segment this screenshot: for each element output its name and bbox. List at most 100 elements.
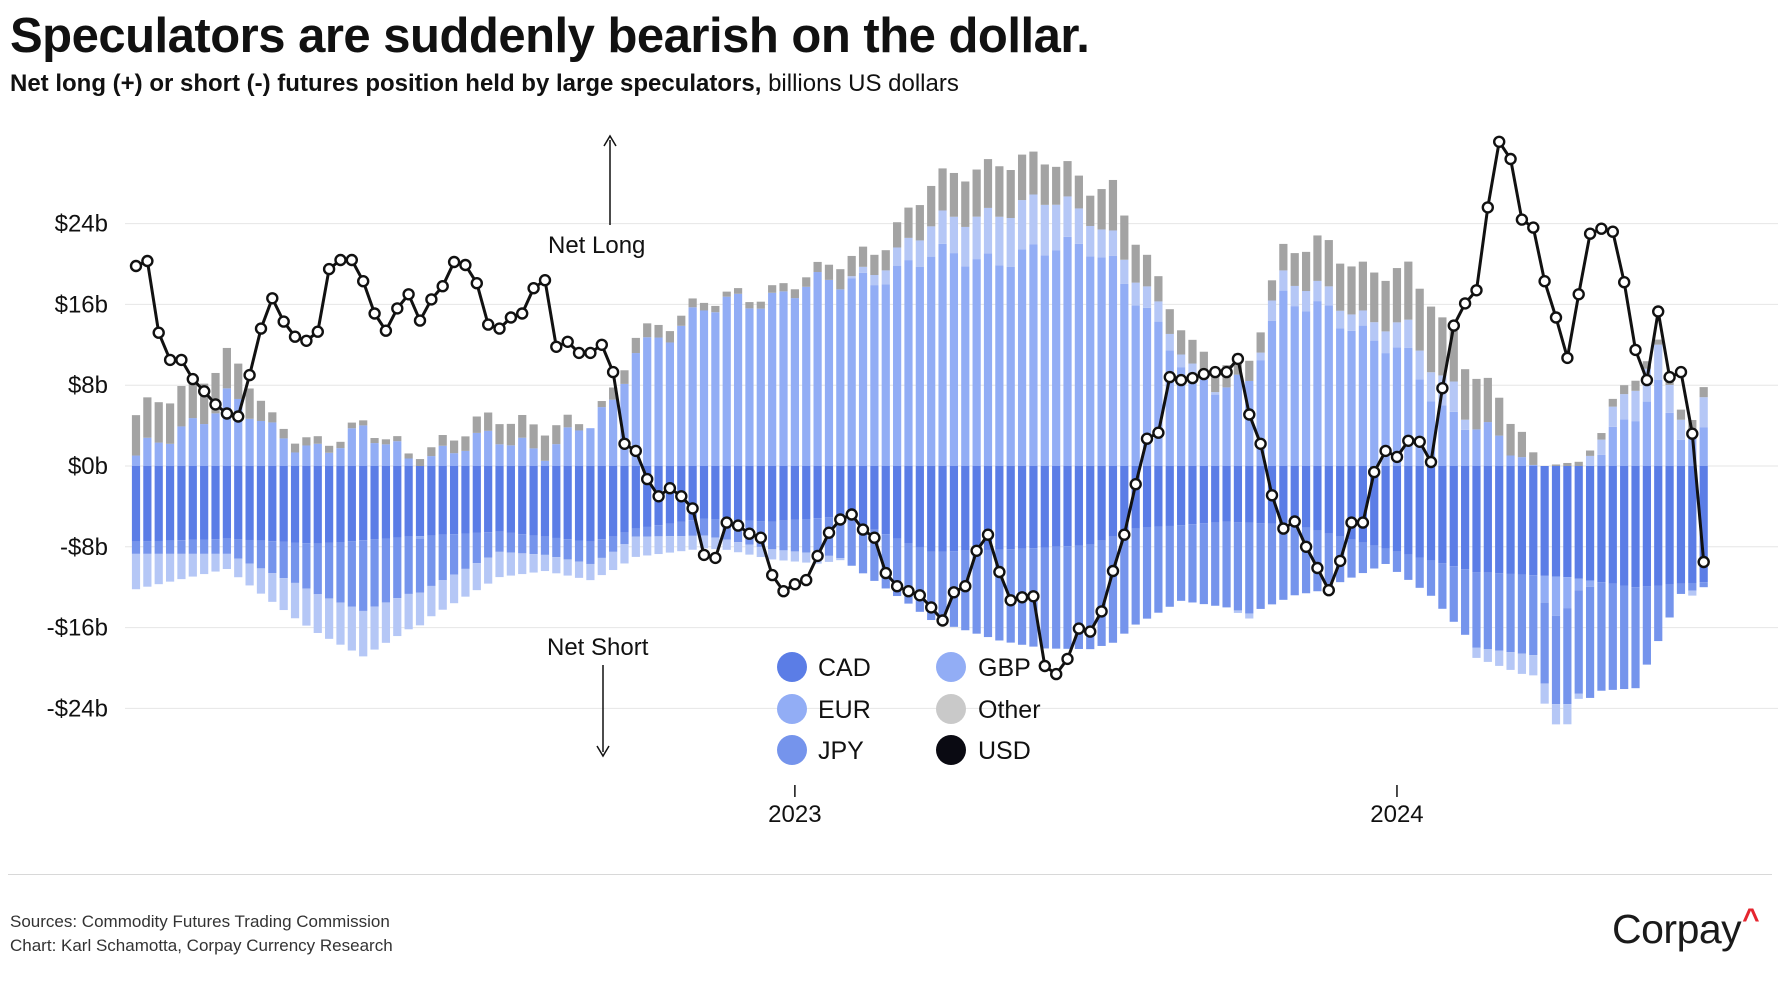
bar-eur — [1370, 340, 1379, 466]
bar-jpy — [359, 540, 368, 611]
usd-point — [1072, 622, 1086, 635]
bar-eur — [234, 398, 243, 466]
legend-label-jpy: JPY — [818, 737, 864, 765]
bar-jpy — [177, 540, 186, 554]
bar-jpy — [1631, 587, 1640, 689]
bar-cad — [1324, 466, 1333, 534]
bar-jpy — [836, 516, 845, 559]
bar-other — [563, 414, 572, 428]
bar-cad — [881, 466, 890, 535]
bar-gbp — [1665, 384, 1674, 413]
bar-eur — [177, 426, 186, 466]
bar-eur — [915, 266, 924, 466]
bar-other — [961, 181, 970, 227]
bar-gbp — [699, 535, 709, 549]
bar-eur — [1381, 353, 1390, 466]
bar-eur — [290, 452, 300, 466]
bar-other — [1551, 464, 1561, 466]
usd-point — [697, 548, 711, 562]
bar-cad — [1574, 466, 1583, 579]
bar-gbp — [745, 544, 754, 555]
bar-jpy — [313, 543, 322, 595]
bar-gbp — [495, 551, 504, 578]
bar-eur — [722, 296, 731, 466]
bar-eur — [927, 256, 936, 466]
bar-jpy — [1120, 532, 1129, 634]
annotations: Net Long Net Short — [547, 134, 649, 758]
bar-cad — [1188, 466, 1197, 525]
bar-other — [1279, 243, 1288, 271]
bar-cad — [438, 466, 447, 535]
bar-eur — [1108, 255, 1118, 466]
bar-gbp — [1415, 350, 1424, 380]
bar-jpy — [1131, 528, 1140, 625]
bar-eur — [1188, 372, 1197, 466]
bar-cad — [279, 466, 288, 542]
bar-jpy — [540, 536, 550, 555]
bar-jpy — [847, 520, 856, 566]
source-notes: Sources: Commodity Futures Trading Commi… — [10, 910, 393, 958]
bar-gbp — [529, 554, 538, 573]
bar-eur — [1347, 330, 1356, 466]
corpay-logo: Corpay^ — [1612, 903, 1760, 953]
bar-eur — [847, 278, 856, 466]
usd-point — [1197, 367, 1211, 381]
bar-gbp — [665, 536, 675, 553]
usd-point — [1083, 625, 1097, 638]
bar-jpy — [381, 538, 391, 603]
bar-other — [1563, 462, 1572, 466]
bar-gbp — [722, 539, 731, 550]
bar-gbp — [325, 598, 334, 639]
bar-other — [1029, 151, 1038, 195]
bar-cad — [347, 466, 356, 542]
bar-gbp — [1324, 286, 1333, 306]
usd-point — [1515, 213, 1529, 226]
bar-cad — [1336, 466, 1345, 537]
bar-eur — [313, 443, 322, 466]
bar-gbp — [927, 226, 936, 257]
bar-other — [1642, 361, 1651, 369]
bar-eur — [1472, 429, 1481, 466]
bar-cad — [597, 466, 606, 540]
bar-gbp — [870, 275, 879, 286]
bar-eur — [1631, 421, 1640, 466]
bar-cad — [802, 466, 811, 520]
bar-other — [665, 331, 675, 343]
usd-point — [402, 288, 415, 301]
bar-jpy — [609, 536, 618, 552]
bar-jpy — [427, 535, 436, 586]
bar-other — [597, 401, 606, 408]
bar-jpy — [779, 520, 788, 551]
bar-gbp — [1585, 455, 1595, 466]
bar-eur — [586, 428, 595, 466]
bar-other — [415, 459, 425, 466]
bar-cad — [1551, 466, 1561, 577]
bar-jpy — [1222, 521, 1231, 608]
bar-other — [529, 424, 538, 449]
usd-point — [868, 531, 881, 544]
bar-gbp — [1358, 310, 1367, 326]
bar-cad — [245, 466, 254, 540]
bar-other — [1336, 263, 1345, 311]
legend-swatch-gbp — [936, 652, 966, 682]
bar-gbp — [1313, 280, 1322, 302]
usd-point — [516, 307, 529, 320]
bar-jpy — [495, 531, 504, 552]
usd-point — [1311, 561, 1324, 575]
bar-eur — [268, 422, 277, 466]
bar-eur — [1642, 401, 1651, 466]
bar-gbp — [1165, 333, 1174, 351]
usd-point — [879, 566, 892, 580]
bar-cad — [518, 466, 527, 535]
bar-gbp — [1472, 647, 1481, 658]
usd-point — [686, 502, 699, 515]
bar-cad — [688, 466, 697, 521]
bar-gbp — [881, 270, 890, 285]
bar-other — [768, 285, 777, 293]
bar-eur — [1426, 401, 1436, 466]
bar-jpy — [1676, 583, 1686, 594]
bar-cad — [1517, 466, 1527, 575]
bar-cad — [415, 466, 425, 537]
bar-jpy — [1449, 566, 1458, 622]
usd-point — [1095, 605, 1108, 618]
